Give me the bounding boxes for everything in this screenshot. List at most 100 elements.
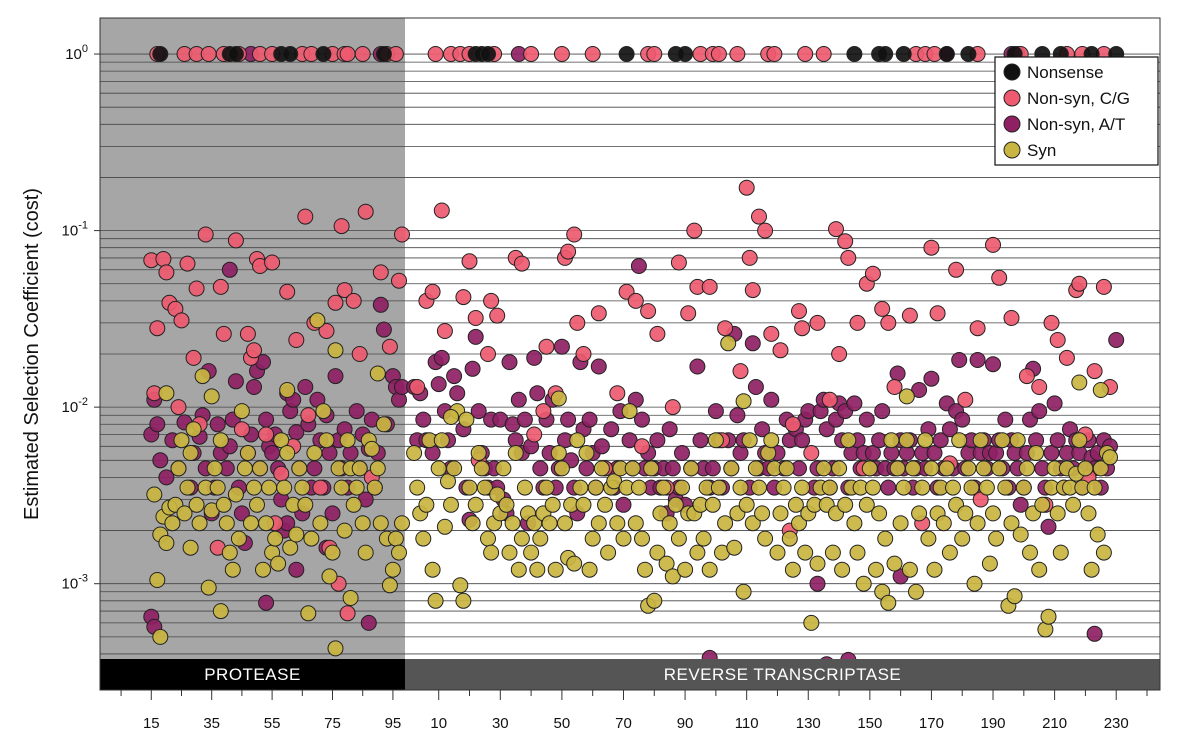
data-point bbox=[941, 421, 958, 438]
data-point bbox=[677, 46, 694, 62]
data-point bbox=[917, 432, 934, 449]
data-point bbox=[152, 628, 169, 645]
data-point bbox=[538, 338, 555, 355]
data-point bbox=[923, 460, 940, 477]
data-point bbox=[191, 515, 208, 532]
data-point bbox=[643, 460, 660, 477]
data-point bbox=[544, 496, 561, 513]
legend: Nonsense Non-syn, C/G Non-syn, A/T Syn bbox=[994, 56, 1159, 166]
data-point bbox=[489, 486, 506, 503]
data-point bbox=[173, 312, 190, 329]
data-point bbox=[593, 460, 610, 477]
data-point bbox=[264, 254, 281, 271]
data-point bbox=[406, 445, 423, 461]
data-point bbox=[738, 496, 755, 513]
data-point bbox=[707, 403, 724, 420]
data-point bbox=[963, 479, 980, 496]
data-point bbox=[726, 539, 743, 556]
data-point bbox=[981, 555, 998, 572]
data-point bbox=[732, 479, 749, 496]
data-point bbox=[224, 561, 241, 578]
data-point bbox=[957, 391, 974, 408]
data-point bbox=[351, 346, 368, 362]
data-point bbox=[1034, 496, 1051, 513]
data-point bbox=[880, 594, 897, 611]
data-point bbox=[649, 325, 666, 342]
data-point bbox=[464, 360, 481, 377]
data-point bbox=[523, 46, 540, 62]
data-point bbox=[618, 46, 635, 62]
data-point bbox=[954, 530, 971, 547]
data-point bbox=[550, 390, 567, 407]
data-point bbox=[831, 460, 848, 477]
data-point bbox=[824, 544, 841, 561]
data-point bbox=[360, 614, 377, 631]
data-point bbox=[1043, 314, 1060, 331]
data-point bbox=[951, 432, 968, 449]
data-point bbox=[458, 411, 475, 428]
data-point bbox=[846, 395, 863, 412]
data-point bbox=[194, 368, 211, 385]
data-point bbox=[1012, 526, 1029, 543]
data-point bbox=[324, 505, 341, 522]
data-point bbox=[230, 530, 247, 547]
data-point bbox=[480, 530, 496, 547]
data-point bbox=[975, 460, 992, 477]
data-point bbox=[227, 232, 244, 249]
data-point bbox=[339, 46, 356, 62]
data-point bbox=[529, 385, 546, 402]
rt-x-tick-label: 90 bbox=[677, 715, 694, 732]
data-point bbox=[394, 226, 410, 243]
data-point bbox=[926, 561, 943, 578]
data-point bbox=[815, 46, 832, 62]
data-point bbox=[279, 283, 296, 300]
data-point bbox=[880, 479, 897, 496]
data-point bbox=[1086, 363, 1103, 380]
data-point bbox=[615, 496, 632, 513]
data-point bbox=[741, 249, 758, 266]
data-point bbox=[763, 325, 780, 342]
data-point bbox=[941, 544, 958, 561]
data-point bbox=[855, 575, 872, 592]
data-point bbox=[584, 46, 601, 62]
data-point bbox=[815, 460, 832, 477]
data-point bbox=[710, 479, 727, 496]
data-point bbox=[969, 515, 986, 532]
data-point bbox=[1086, 479, 1103, 496]
data-point bbox=[809, 555, 826, 572]
data-point bbox=[510, 561, 527, 578]
data-point bbox=[452, 577, 469, 594]
rt-x-tick-label: 150 bbox=[857, 715, 882, 732]
data-point bbox=[587, 479, 604, 496]
data-point bbox=[455, 289, 472, 306]
data-point bbox=[874, 300, 891, 317]
data-point bbox=[880, 314, 897, 331]
data-point bbox=[566, 226, 583, 243]
data-point bbox=[467, 310, 484, 326]
data-point bbox=[236, 460, 253, 477]
data-point bbox=[1071, 275, 1088, 292]
data-point bbox=[905, 460, 921, 477]
data-point bbox=[991, 460, 1008, 477]
data-point bbox=[821, 391, 838, 408]
data-point bbox=[149, 572, 166, 588]
data-point bbox=[327, 368, 344, 385]
legend-entry: Syn bbox=[1027, 141, 1056, 160]
data-point bbox=[553, 46, 570, 62]
data-point bbox=[480, 46, 496, 62]
data-point bbox=[954, 411, 971, 428]
data-point bbox=[627, 292, 644, 309]
data-point bbox=[630, 479, 647, 496]
data-point bbox=[846, 46, 863, 62]
legend-swatch bbox=[1003, 89, 1021, 107]
data-point bbox=[911, 505, 928, 522]
data-point bbox=[149, 416, 166, 433]
data-point bbox=[763, 391, 780, 408]
data-point bbox=[446, 460, 463, 477]
data-point bbox=[516, 479, 533, 496]
data-point bbox=[775, 479, 792, 496]
data-point bbox=[227, 373, 244, 390]
data-point bbox=[255, 561, 271, 578]
data-point bbox=[566, 555, 583, 572]
data-point bbox=[1092, 382, 1109, 398]
